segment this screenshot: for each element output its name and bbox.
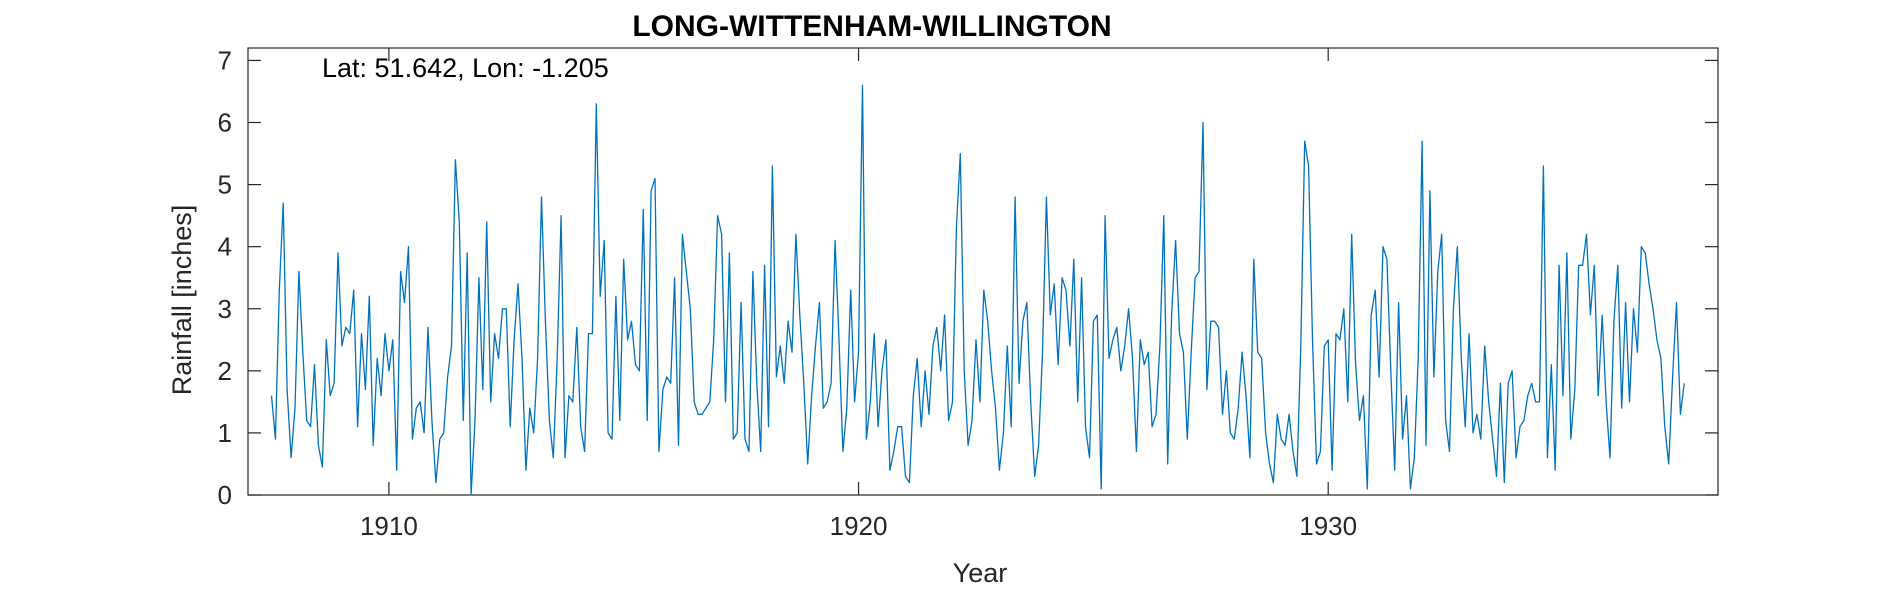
y-tick-label: 7 — [218, 45, 232, 75]
x-tick-label: 1930 — [1299, 511, 1357, 541]
rainfall-series-line — [270, 84, 1685, 496]
x-tick-label: 1920 — [830, 511, 888, 541]
y-tick-label: 1 — [218, 418, 232, 448]
y-tick-label: 3 — [218, 294, 232, 324]
x-axis-label: Year — [953, 558, 1008, 588]
y-tick-label: 5 — [218, 170, 232, 200]
y-tick-label: 4 — [218, 232, 232, 262]
y-tick-label: 0 — [218, 480, 232, 510]
y-tick-label: 6 — [218, 108, 232, 138]
y-tick-label: 2 — [218, 356, 232, 386]
x-tick-label: 1910 — [360, 511, 418, 541]
plot-frame — [247, 47, 1719, 496]
chart-title: LONG-WITTENHAM-WILLINGTON — [632, 10, 1111, 43]
axis-ticks: 1910 1920 1930 0 1 2 3 4 5 6 7 — [218, 45, 1718, 541]
plot-area: 1910 1920 1930 0 1 2 3 4 5 6 7 — [218, 45, 1719, 541]
location-annotation: Lat: 51.642, Lon: -1.205 — [322, 53, 609, 83]
y-axis-label: Rainfall [inches] — [167, 205, 197, 396]
